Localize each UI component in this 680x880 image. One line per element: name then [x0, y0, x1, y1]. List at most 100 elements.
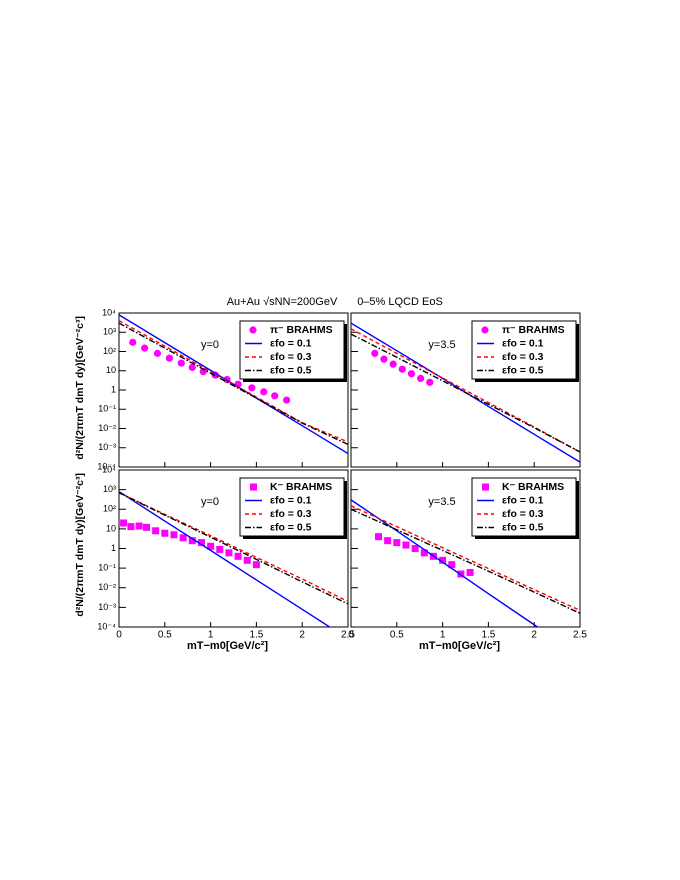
y-tick-label: 10⁻²: [98, 423, 116, 433]
y-tick-label: 1: [111, 384, 116, 394]
y-tick-label: 10³: [103, 484, 116, 494]
y-tick-label: 10⁻¹: [98, 404, 116, 414]
legend-label: εfo = 0.1: [502, 494, 544, 506]
legend-marker: [249, 326, 257, 334]
marker: [243, 556, 251, 564]
x-tick-label: 1.5: [249, 630, 263, 641]
marker: [439, 556, 447, 564]
legend-label: εfo = 0.3: [270, 508, 312, 520]
marker: [283, 396, 291, 404]
marker: [260, 388, 268, 396]
y-tick-label: 10⁻³: [98, 442, 116, 452]
legend-label: εfo = 0.5: [502, 364, 544, 376]
y-tick-label: 10²: [103, 504, 116, 514]
marker: [216, 545, 224, 553]
marker: [374, 533, 382, 541]
legend-marker: [481, 326, 489, 334]
marker: [234, 552, 242, 560]
marker: [384, 537, 392, 545]
annotation: y=3.5: [428, 339, 455, 351]
series-line: [119, 322, 348, 445]
series-line: [351, 499, 539, 627]
plot-area: [119, 490, 348, 627]
x-tick-label: 2.5: [573, 630, 587, 641]
legend-marker: [250, 483, 257, 491]
marker: [129, 338, 137, 346]
marker: [207, 542, 215, 550]
marker: [170, 531, 178, 539]
marker: [402, 541, 410, 549]
chart-title: 0–5% LQCD EoS: [357, 296, 443, 308]
legend-label: π⁻ BRAHMS: [502, 324, 565, 336]
legend-marker: [482, 483, 489, 491]
marker: [426, 378, 434, 386]
legend-label: εfo = 0.1: [270, 494, 312, 506]
y-tick-label: 10⁻³: [98, 602, 116, 612]
marker: [380, 355, 388, 363]
x-axis-label: mT−m0[GeV/c²]: [419, 640, 500, 652]
y-tick-label: 10⁴: [102, 464, 116, 474]
legend-label: π⁻ BRAHMS: [270, 324, 333, 336]
marker: [120, 519, 128, 527]
y-tick-label: 10⁻⁴: [97, 621, 116, 631]
y-axis-label: d²N/(2πmT dmT dy)[GeV⁻²c³]: [74, 316, 86, 460]
x-tick-label: 2: [531, 630, 537, 641]
y-axis-label: d²N/(2πmT dmT dy)[GeV⁻²c³]: [74, 473, 86, 617]
marker: [417, 374, 425, 383]
marker: [398, 365, 406, 373]
marker: [161, 529, 169, 537]
plot-area: [351, 322, 580, 463]
y-tick-label: 10⁻²: [98, 582, 116, 592]
legend-label: εfo = 0.5: [270, 521, 312, 533]
legend-label: εfo = 0.5: [502, 521, 544, 533]
series-line: [351, 328, 580, 453]
marker: [141, 344, 149, 352]
legend-label: εfo = 0.3: [502, 508, 544, 520]
plot-area: [351, 499, 580, 627]
marker: [153, 349, 162, 357]
legend-box: [471, 320, 577, 380]
x-axis-label: mT−m0[GeV/c²]: [187, 640, 268, 652]
series-line: [351, 508, 580, 614]
marker: [135, 522, 143, 530]
legend-box: [239, 320, 345, 380]
y-tick-label: 10⁻¹: [98, 563, 116, 573]
legend-label: K⁻ BRAHMS: [502, 481, 564, 493]
x-tick-label: 1: [208, 630, 214, 641]
y-tick-label: 10²: [103, 346, 116, 356]
y-tick-label: 1: [111, 543, 116, 553]
marker: [411, 545, 419, 552]
marker: [252, 561, 260, 569]
y-tick-label: 10: [106, 523, 116, 533]
legend-label: K⁻ BRAHMS: [270, 481, 332, 493]
series-line: [119, 490, 331, 627]
y-tick-label: 10⁻⁴: [97, 461, 116, 471]
marker: [197, 539, 205, 547]
marker: [165, 354, 173, 362]
marker: [407, 370, 416, 378]
legend-label: εfo = 0.3: [270, 351, 312, 363]
marker: [179, 534, 187, 542]
series-line: [119, 492, 348, 605]
annotation: y=0: [201, 339, 219, 351]
y-tick-label: 10⁴: [102, 307, 116, 317]
x-tick-label: 0: [348, 630, 354, 641]
x-tick-label: 2.5: [341, 630, 355, 641]
marker: [248, 384, 256, 392]
x-tick-label: 1.5: [481, 630, 495, 641]
plot-area: [119, 314, 348, 455]
y-tick-label: 10³: [103, 327, 116, 337]
legend-box: [471, 477, 577, 537]
marker: [177, 359, 185, 367]
legend-box: [239, 477, 345, 537]
marker: [448, 561, 456, 569]
annotation: y=0: [201, 496, 219, 508]
series-line: [119, 320, 348, 443]
x-tick-label: 2: [299, 630, 305, 641]
legend-label: εfo = 0.5: [270, 364, 312, 376]
y-tick-label: 10: [106, 365, 116, 375]
chart-title: Au+Au √sNN=200GeV: [227, 296, 338, 308]
marker: [225, 549, 233, 557]
marker: [127, 523, 135, 531]
